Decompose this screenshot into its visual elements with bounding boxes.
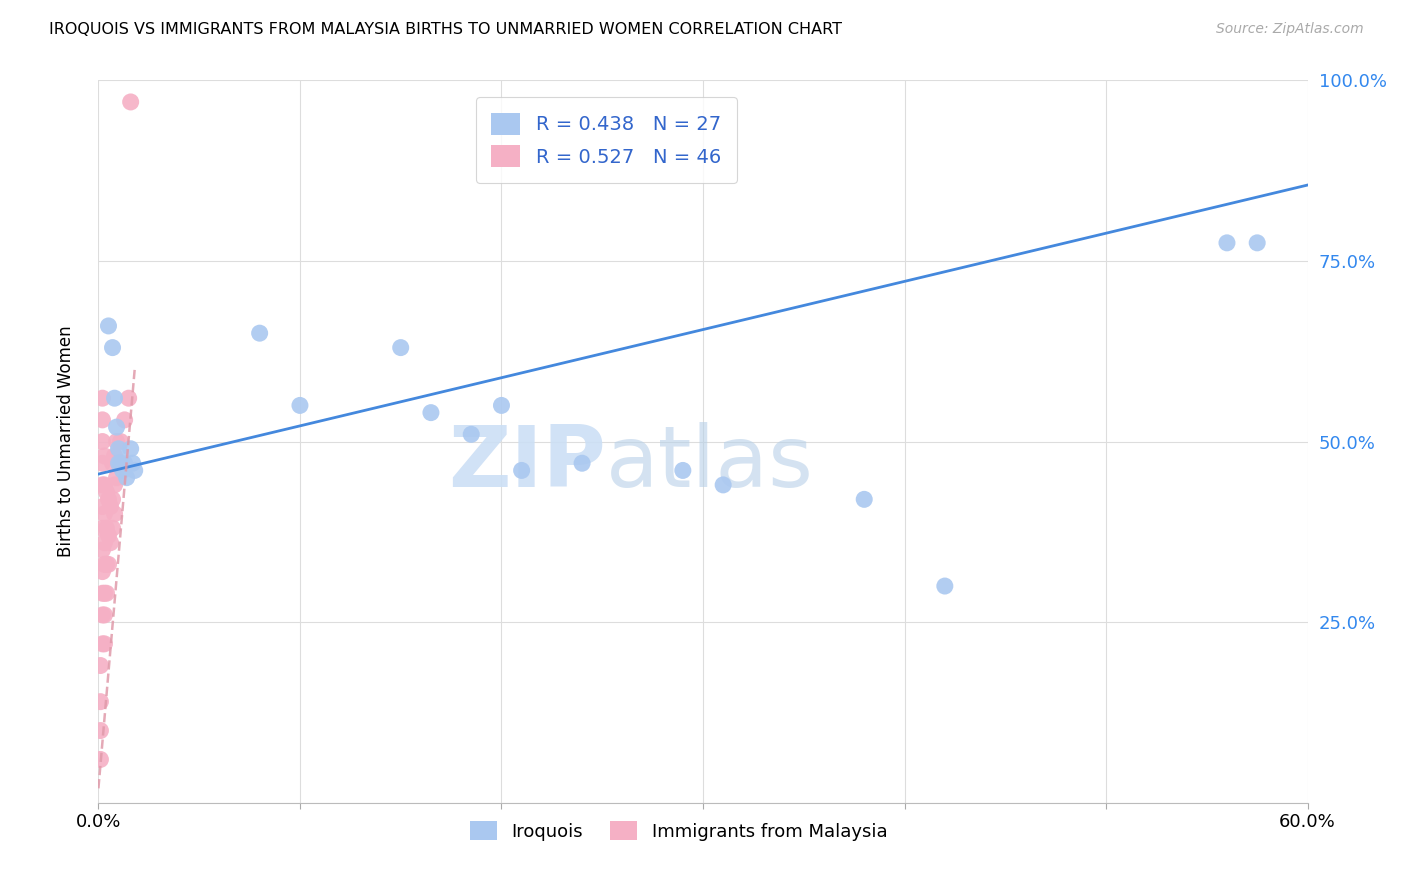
Point bbox=[101, 492, 124, 507]
Point bbox=[103, 478, 125, 492]
Point bbox=[934, 579, 956, 593]
Point bbox=[89, 695, 111, 709]
Text: IROQUOIS VS IMMIGRANTS FROM MALAYSIA BIRTHS TO UNMARRIED WOMEN CORRELATION CHART: IROQUOIS VS IMMIGRANTS FROM MALAYSIA BIR… bbox=[49, 22, 842, 37]
Point bbox=[105, 470, 128, 484]
Point bbox=[389, 341, 412, 355]
Point bbox=[91, 434, 114, 449]
Point bbox=[97, 492, 120, 507]
Point bbox=[110, 456, 132, 470]
Point bbox=[93, 478, 115, 492]
Point bbox=[93, 507, 115, 521]
Point bbox=[97, 528, 120, 542]
Point bbox=[97, 558, 120, 572]
Text: ZIP: ZIP bbox=[449, 422, 606, 505]
Point bbox=[420, 406, 443, 420]
Point bbox=[103, 507, 125, 521]
Point bbox=[91, 565, 114, 579]
Point bbox=[91, 413, 114, 427]
Point bbox=[91, 637, 114, 651]
Point bbox=[96, 558, 118, 572]
Point bbox=[101, 456, 124, 470]
Point bbox=[120, 95, 142, 109]
Point bbox=[103, 391, 125, 405]
Point bbox=[120, 442, 142, 456]
Point bbox=[105, 434, 128, 449]
Point bbox=[118, 391, 141, 405]
Point bbox=[91, 478, 114, 492]
Point bbox=[89, 752, 111, 766]
Point bbox=[114, 413, 136, 427]
Point bbox=[853, 492, 876, 507]
Point bbox=[107, 456, 129, 470]
Point bbox=[89, 658, 111, 673]
Y-axis label: Births to Unmarried Women: Births to Unmarried Women bbox=[56, 326, 75, 558]
Point bbox=[711, 478, 734, 492]
Point bbox=[510, 463, 533, 477]
Point bbox=[111, 463, 134, 477]
Point bbox=[491, 398, 513, 412]
Point bbox=[91, 542, 114, 557]
Point bbox=[1246, 235, 1268, 250]
Point bbox=[100, 500, 122, 514]
Point bbox=[93, 637, 115, 651]
Legend: Iroquois, Immigrants from Malaysia: Iroquois, Immigrants from Malaysia bbox=[463, 814, 894, 848]
Point bbox=[110, 434, 132, 449]
Point bbox=[101, 521, 124, 535]
Point bbox=[91, 391, 114, 405]
Point bbox=[93, 586, 115, 600]
Text: atlas: atlas bbox=[606, 422, 814, 505]
Point bbox=[96, 521, 118, 535]
Point bbox=[124, 463, 146, 477]
Point bbox=[107, 456, 129, 470]
Point bbox=[91, 521, 114, 535]
Point bbox=[1216, 235, 1239, 250]
Point bbox=[114, 456, 136, 470]
Point bbox=[96, 485, 118, 500]
Point bbox=[107, 442, 129, 456]
Point bbox=[93, 558, 115, 572]
Point bbox=[91, 500, 114, 514]
Point bbox=[91, 586, 114, 600]
Point bbox=[105, 420, 128, 434]
Point bbox=[115, 470, 138, 484]
Point bbox=[93, 607, 115, 622]
Point bbox=[97, 318, 120, 333]
Point bbox=[93, 449, 115, 463]
Point bbox=[96, 586, 118, 600]
Point bbox=[121, 456, 143, 470]
Point bbox=[672, 463, 695, 477]
Point bbox=[571, 456, 593, 470]
Point bbox=[103, 449, 125, 463]
Point bbox=[249, 326, 271, 340]
Point bbox=[93, 535, 115, 549]
Point bbox=[288, 398, 311, 412]
Text: Source: ZipAtlas.com: Source: ZipAtlas.com bbox=[1216, 22, 1364, 37]
Point bbox=[91, 607, 114, 622]
Point bbox=[91, 456, 114, 470]
Point bbox=[460, 427, 482, 442]
Point bbox=[89, 723, 111, 738]
Point bbox=[100, 535, 122, 549]
Point bbox=[101, 341, 124, 355]
